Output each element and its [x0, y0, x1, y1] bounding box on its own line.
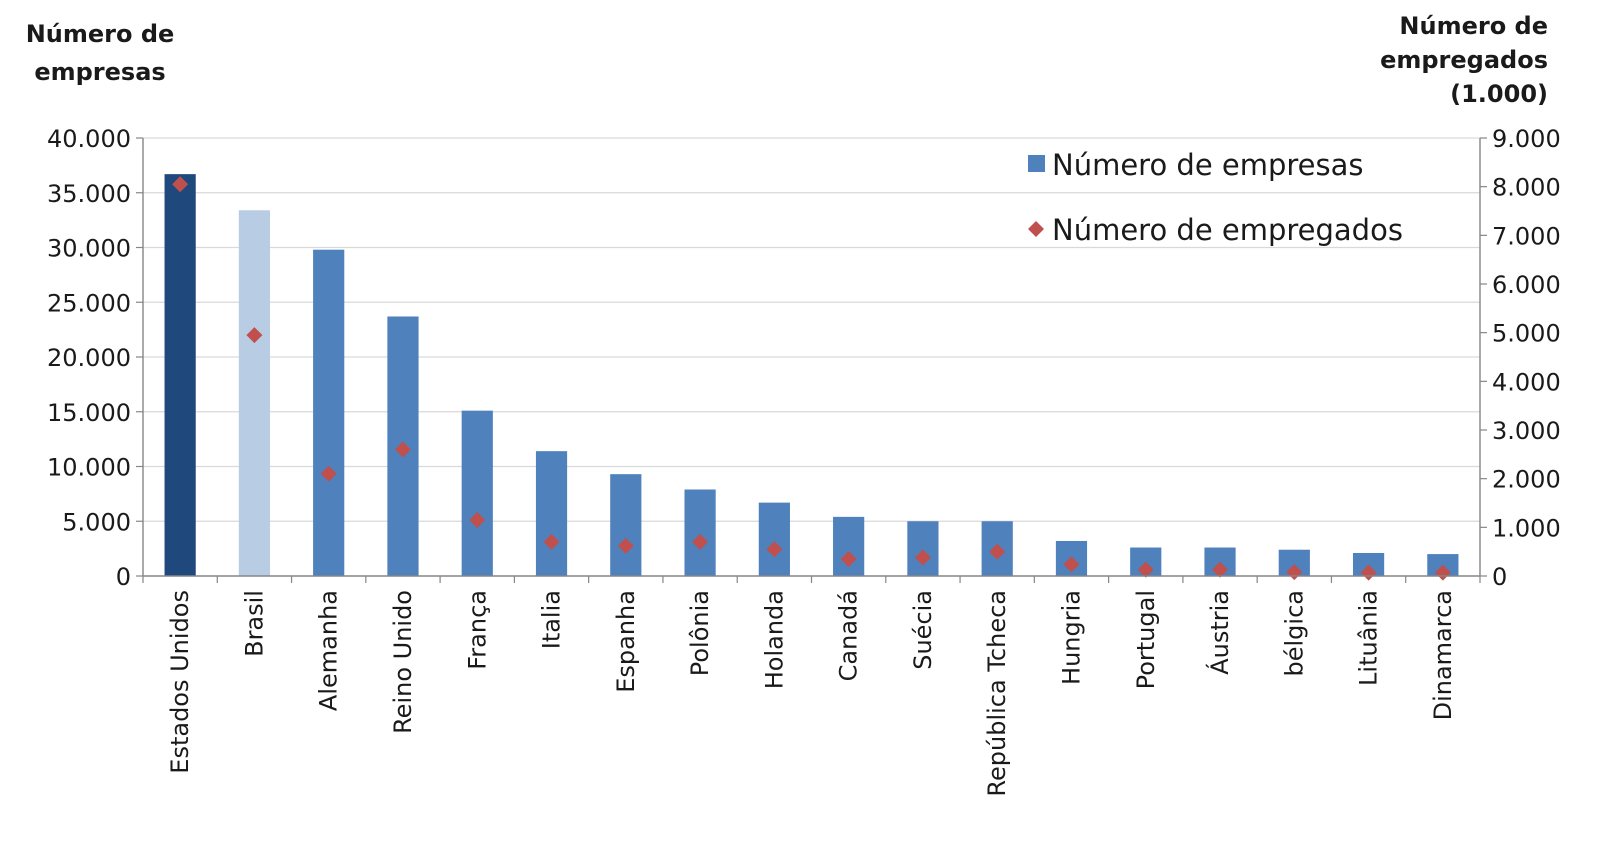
category-label: Áustria	[1205, 590, 1234, 675]
legend-marker-swatch	[1028, 221, 1044, 237]
right-tick-label: 8.000	[1492, 174, 1561, 202]
marker-point	[1063, 556, 1080, 573]
marker-point	[172, 176, 189, 193]
category-label: Espanha	[612, 590, 640, 693]
right-tick-label: 1.000	[1492, 514, 1561, 542]
bar	[684, 489, 716, 576]
marker-point	[1212, 561, 1229, 578]
category-label: Canadá	[835, 590, 863, 681]
right-axis-title: Número de	[1399, 12, 1548, 40]
right-tick-label: 5.000	[1492, 320, 1561, 348]
bar	[535, 451, 568, 576]
left-tick-label: 10.000	[47, 454, 131, 482]
bar	[238, 210, 271, 576]
category-label: Dinamarca	[1429, 590, 1457, 720]
left-tick-label: 5.000	[62, 508, 131, 536]
category-label: Brasil	[240, 590, 268, 657]
legend: Número de empresas Número de empregados	[1028, 148, 1403, 247]
category-label: França	[463, 590, 491, 670]
marker-point	[840, 550, 857, 567]
marker-point	[692, 533, 709, 550]
right-tick-label: 4.000	[1492, 368, 1561, 396]
left-tick-label: 30.000	[47, 235, 131, 263]
marker-point	[320, 465, 337, 482]
category-label: Reino Unido	[389, 590, 417, 734]
right-tick-label: 6.000	[1492, 271, 1561, 299]
category-label: Lituânia	[1355, 590, 1383, 686]
bar	[907, 521, 939, 576]
left-tick-label: 0	[116, 563, 131, 591]
legend-bar-swatch	[1028, 155, 1045, 172]
marker-point	[914, 549, 931, 566]
category-label: Hungria	[1057, 590, 1085, 685]
axes	[136, 137, 1487, 583]
marker-point	[766, 541, 783, 558]
category-label: Portugal	[1132, 590, 1160, 689]
bar	[610, 474, 642, 576]
marker-point	[469, 512, 486, 529]
category-label: Polônia	[686, 590, 714, 676]
left-tick-label: 20.000	[47, 344, 131, 372]
category-label: República Tcheca	[983, 590, 1011, 797]
category-label: Italia	[538, 590, 566, 649]
bar	[758, 502, 790, 576]
left-tick-label: 25.000	[47, 289, 131, 317]
right-tick-label: 0	[1492, 563, 1507, 591]
bar	[461, 410, 493, 576]
marker-point	[246, 327, 263, 344]
gridlines	[143, 137, 1480, 522]
marker-point	[394, 441, 411, 458]
legend-label: Número de empregados	[1052, 213, 1403, 247]
marker-point	[543, 533, 560, 550]
marker-point	[989, 543, 1006, 560]
bar	[164, 174, 196, 576]
bar	[833, 516, 865, 576]
right-axis-title: empregados	[1380, 46, 1548, 74]
right-tick-label: 3.000	[1492, 417, 1561, 445]
left-tick-label: 40.000	[47, 125, 131, 153]
left-tick-label: 15.000	[47, 399, 131, 427]
left-tick-label: 35.000	[47, 180, 131, 208]
category-label: Alemanha	[315, 590, 343, 711]
bar	[1352, 553, 1385, 576]
bars	[164, 174, 1459, 576]
right-tick-label: 2.000	[1492, 466, 1561, 494]
right-tick-label: 9.000	[1492, 125, 1561, 153]
category-label: Holanda	[760, 590, 788, 689]
bar	[313, 249, 345, 576]
marker-point	[617, 537, 634, 554]
legend-label: Número de empresas	[1052, 148, 1364, 182]
marker-point	[1137, 561, 1154, 578]
category-label: Suécia	[909, 590, 937, 670]
right-axis-title: (1.000)	[1450, 80, 1548, 108]
labels: 0 5.000 10.000 15.000 20.000 25.000 30.000 35.0…	[26, 12, 1561, 797]
category-label: Estados Unidos	[166, 590, 194, 774]
left-axis-title: empresas	[34, 58, 165, 86]
right-tick-label: 7.000	[1492, 222, 1561, 250]
category-label: bélgica	[1280, 590, 1308, 676]
left-axis-title: Número de	[26, 20, 175, 48]
